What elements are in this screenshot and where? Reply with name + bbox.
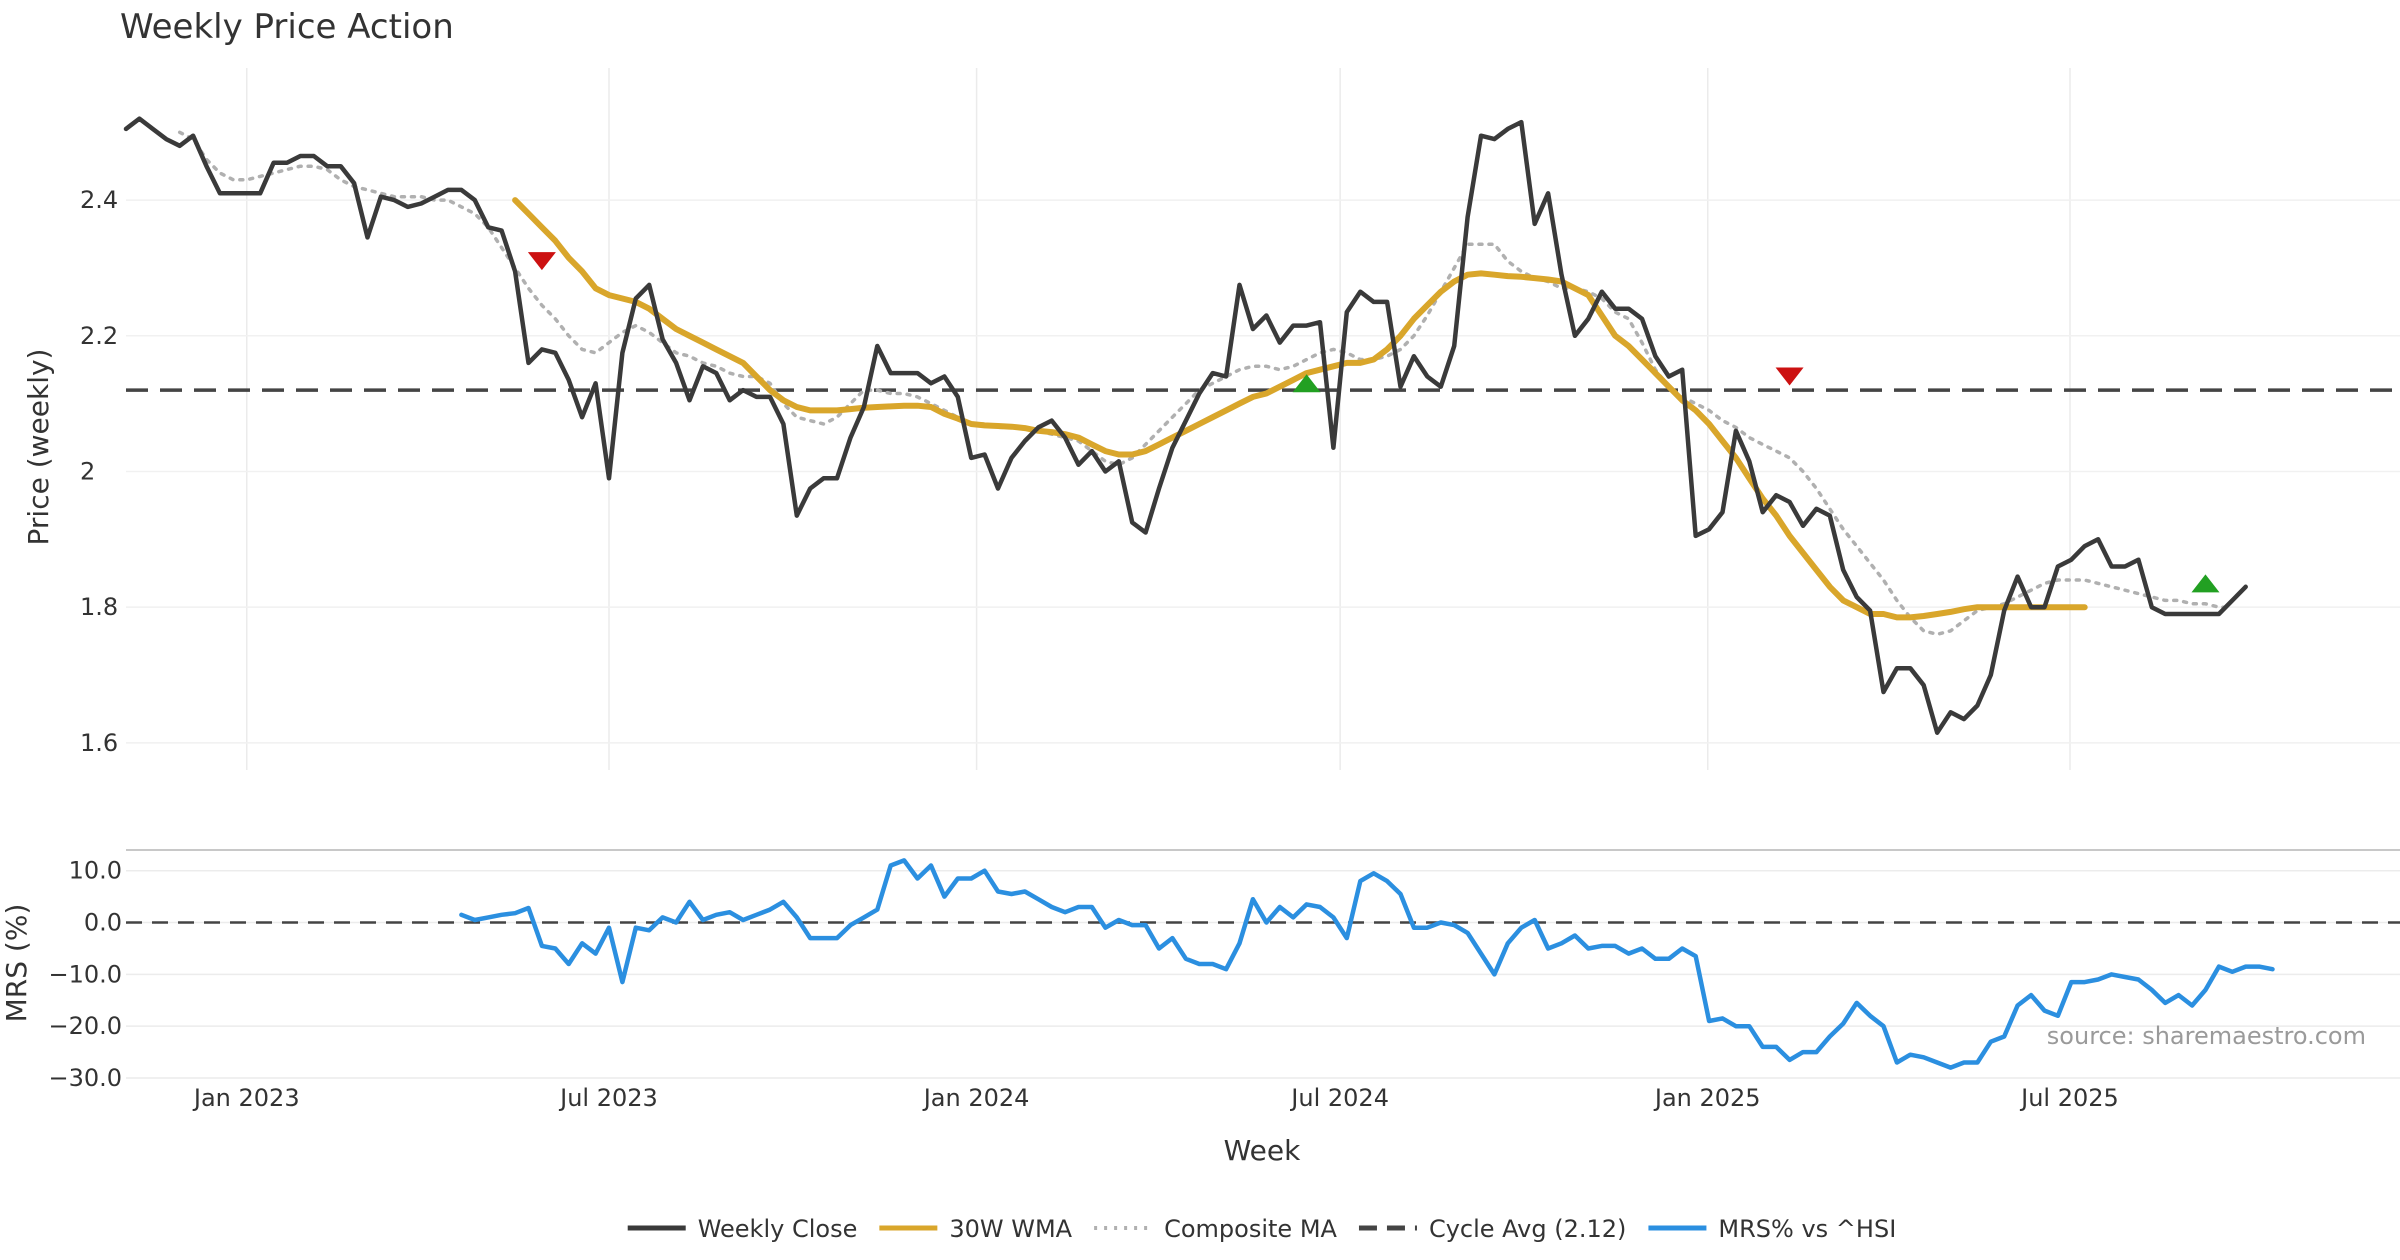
price-grid: [126, 68, 2400, 770]
mrs-ytick-label: −10.0: [48, 960, 122, 988]
mrs-ytick-label: −30.0: [48, 1064, 122, 1092]
chart-title: Weekly Price Action: [120, 7, 454, 47]
price-series: [123, 116, 2248, 735]
legend-label-composite-ma: Composite MA: [1164, 1215, 1337, 1243]
x-tick-label: Jan 2024: [922, 1084, 1030, 1112]
x-axis-label: Week: [1224, 1134, 1301, 1167]
legend-label-cycle-avg-2-12: Cycle Avg (2.12): [1429, 1215, 1626, 1243]
x-tick-label: Jul 2025: [2019, 1084, 2119, 1112]
x-tick-label: Jan 2023: [192, 1084, 300, 1112]
legend-label-weekly-close: Weekly Close: [698, 1215, 858, 1243]
price-markers: [527, 252, 2220, 593]
price-y-label: Price (weekly): [22, 349, 55, 546]
x-axis-ticks: Jan 2023 Jul 2023 Jan 2024 Jul 2024 Jan 2025…: [192, 1084, 2119, 1112]
mrs-ytick-label: −20.0: [48, 1012, 122, 1040]
price-ytick-label: 2: [80, 457, 95, 485]
mrs-ytick-label: 0.0: [84, 909, 122, 937]
sell-signal-marker: [1775, 367, 1804, 386]
legend: Weekly Close 30W WMA Composite MA Cycle Avg…: [627, 1215, 1896, 1243]
series-weekly-close: [123, 116, 2248, 735]
price-ytick-label: 2.2: [80, 322, 118, 350]
x-tick-label: Jul 2024: [1289, 1084, 1389, 1112]
mrs-series: [459, 858, 2275, 1070]
mrs-ytick-label: 10.0: [69, 857, 122, 885]
price-ytick-label: 1.6: [80, 729, 118, 757]
series-30w-wma: [512, 197, 2088, 621]
buy-signal-marker: [2191, 574, 2220, 593]
sell-signal-marker: [527, 252, 556, 271]
series-mrs-vs-hsi: [459, 858, 2275, 1070]
x-tick-label: Jul 2023: [558, 1084, 658, 1112]
source-annotation: source: sharemaestro.com: [2047, 1022, 2366, 1050]
series-composite-ma: [177, 130, 2235, 637]
price-ytick-label: 1.8: [80, 593, 118, 621]
mrs-y-label: MRS (%): [0, 904, 33, 1023]
buy-signal-marker: [1292, 374, 1321, 393]
mrs-y-ticks: 10.0 0.0 −10.0 −20.0 −30.0: [48, 857, 122, 1092]
legend-label-30w-wma: 30W WMA: [949, 1215, 1072, 1243]
legend-label-mrs-vs-hsi: MRS% vs ^HSI: [1718, 1215, 1896, 1243]
price-ytick-label: 2.4: [80, 186, 118, 214]
x-tick-label: Jan 2025: [1653, 1084, 1761, 1112]
price-y-ticks: 1.6 1.8 2 2.2 2.4: [80, 186, 118, 757]
